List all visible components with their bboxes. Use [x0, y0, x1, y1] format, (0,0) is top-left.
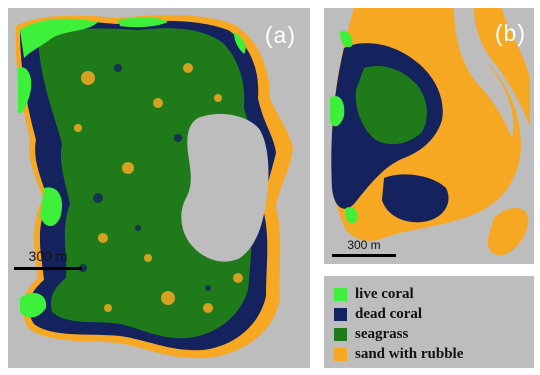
- scale-text-a: 300 m: [28, 248, 68, 264]
- map-panel-a: (a) 300 m: [8, 8, 310, 368]
- sand-strip-right: [474, 8, 530, 128]
- map-panel-b: (b) 300 m: [324, 8, 534, 264]
- map-legend: live coral dead coral seagrass sand with…: [324, 276, 534, 368]
- legend-label: live coral: [355, 285, 414, 302]
- scale-text-b: 300 m: [347, 238, 381, 252]
- legend-swatch: [334, 327, 347, 341]
- scale-bar-b: 300 m: [332, 238, 396, 257]
- legend-swatch: [334, 287, 347, 301]
- lagoon: [181, 114, 269, 262]
- scale-line-a: [14, 267, 82, 270]
- legend-item-dead-coral: dead coral: [334, 304, 534, 324]
- seagrass-area: [355, 66, 427, 145]
- sand-rubble-speckles: [74, 63, 243, 313]
- live-coral-patches: [18, 17, 246, 318]
- reef-map-a: [15, 14, 293, 359]
- legend-swatch: [334, 307, 347, 321]
- channel: [454, 8, 514, 138]
- panel-label-a: (a): [264, 22, 296, 48]
- legend-item-seagrass: seagrass: [334, 324, 534, 344]
- dead-coral-speckles: [79, 64, 211, 291]
- legend-label: sand with rubble: [355, 345, 464, 362]
- legend-label: dead coral: [355, 305, 423, 322]
- seagrass-area: [38, 28, 257, 339]
- legend-item-sand-with-rubble: sand with rubble: [334, 344, 534, 364]
- panel-label-b: (b): [494, 20, 526, 46]
- scale-line-b: [332, 254, 396, 257]
- scale-bar-a: 300 m: [14, 248, 82, 270]
- legend-label: seagrass: [355, 325, 409, 342]
- legend-swatch: [334, 347, 347, 361]
- live-coral-patches: [330, 30, 358, 224]
- reef-map-b: [330, 8, 530, 256]
- sand-island: [487, 207, 529, 256]
- legend-item-live-coral: live coral: [334, 284, 534, 304]
- dead-coral-area-lower: [382, 174, 449, 223]
